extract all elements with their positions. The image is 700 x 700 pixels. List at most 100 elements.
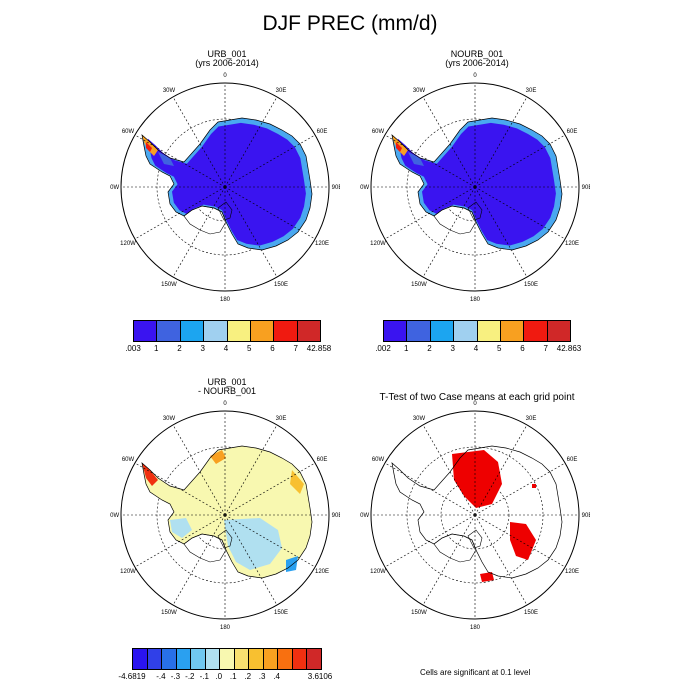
- colorbar-label: .3: [258, 672, 266, 681]
- page-title: DJF PREC (mm/d): [262, 12, 438, 35]
- longitude-label: 90W: [110, 185, 120, 191]
- colorbar-cell: [297, 321, 320, 341]
- colorbar-label: .4: [273, 672, 280, 681]
- colorbar-cell: [220, 649, 235, 669]
- peninsula-mid: [408, 152, 424, 166]
- colorbar-label: -.1: [199, 672, 209, 681]
- longitude-label: 0: [223, 401, 227, 407]
- longitude-label: 90W: [360, 513, 370, 519]
- colorbar-label: .2: [244, 672, 252, 681]
- meridian-line: [384, 462, 476, 516]
- colorbar-label: 4: [223, 344, 229, 353]
- colorbar-label: -.2: [185, 672, 195, 681]
- colorbar-cell: [133, 649, 148, 669]
- longitude-label: 60W: [372, 129, 385, 135]
- colorbar-label: -.4: [156, 672, 166, 681]
- meridian-line: [224, 424, 278, 516]
- longitude-label: 60E: [567, 129, 578, 135]
- meridian-line: [474, 514, 528, 606]
- longitude-label: 60E: [567, 457, 578, 463]
- coastline: [141, 117, 313, 251]
- meridian-line: [172, 514, 226, 606]
- panel2-title: NOURB_001 (yrs 2006-2014): [357, 50, 597, 68]
- longitude-label: 120E: [315, 241, 329, 247]
- diff-negative-coast: [286, 556, 298, 572]
- peninsula-max: [146, 142, 152, 152]
- meridian-line: [224, 186, 316, 240]
- colorbar-cell: [454, 321, 478, 341]
- meridian-line: [224, 134, 316, 188]
- longitude-label: 180: [220, 625, 231, 630]
- colorbar-label: 42.858: [306, 344, 332, 353]
- coastline: [391, 117, 563, 251]
- diff-positive-east: [290, 470, 304, 494]
- colorbar-nourb: [383, 320, 571, 342]
- panel1-title-line2: (yrs 2006-2014): [195, 58, 259, 68]
- longitude-label: 150W: [161, 282, 177, 288]
- meridian-line: [474, 96, 528, 188]
- colorbar-label: 6: [520, 344, 525, 353]
- colorbar-cell: [204, 321, 228, 341]
- colorbar-label: 42.863: [556, 344, 582, 353]
- colorbar-label: 3: [200, 344, 205, 353]
- meridian-line: [474, 462, 566, 516]
- colorbar-label: 6: [270, 344, 275, 353]
- longitude-label: 30W: [413, 88, 426, 94]
- meridian-line: [172, 424, 226, 516]
- colorbar-label: 7: [293, 344, 298, 353]
- coastline: [391, 445, 563, 579]
- colorbar-label: .1: [229, 672, 237, 681]
- meridian-line: [474, 186, 566, 240]
- colorbar-cell: [500, 321, 525, 341]
- colorbar-cell: [547, 321, 570, 341]
- meridian-line: [134, 134, 226, 188]
- ice-shelf-line: [183, 205, 227, 235]
- peninsula-high: [142, 135, 158, 156]
- colorbar-cell: [180, 321, 205, 341]
- colorbar-cell: [249, 649, 264, 669]
- meridian-line: [224, 514, 278, 606]
- colorbar-cell: [157, 321, 181, 341]
- colorbar-cell: [162, 649, 177, 669]
- colorbar-cell: [384, 321, 408, 341]
- longitude-label: 0: [473, 401, 477, 407]
- colorbar-cell: [147, 649, 163, 669]
- meridian-line: [224, 462, 316, 516]
- longitude-label: 150E: [524, 282, 538, 288]
- colorbar-label: 4: [473, 344, 479, 353]
- ice-shelf-line: [433, 533, 477, 563]
- colorbar-cell: [191, 649, 206, 669]
- meridian-line: [422, 514, 476, 606]
- peninsula-high: [392, 135, 408, 156]
- longitude-label: 60W: [122, 457, 135, 463]
- longitude-label: 30E: [276, 416, 287, 422]
- colorbar-cell: [292, 649, 308, 669]
- interior-field: [397, 122, 556, 246]
- colorbar-cell: [205, 649, 221, 669]
- longitude-label: 30E: [276, 88, 287, 94]
- longitude-label: 120E: [565, 241, 579, 247]
- colorbar-urb: [133, 320, 321, 342]
- colorbar-label: 1: [154, 344, 159, 353]
- longitude-label: 150W: [161, 610, 177, 616]
- panel2-title-line2: (yrs 2006-2014): [445, 58, 509, 68]
- diff-negative: [224, 518, 282, 570]
- colorbar-label: 3.6106: [307, 672, 333, 681]
- longitude-label: 120W: [120, 569, 136, 575]
- meridian-line: [474, 186, 528, 278]
- longitude-label: 90E: [582, 513, 590, 519]
- longitude-label: 90E: [332, 513, 340, 519]
- longitude-label: 180: [220, 297, 231, 302]
- colorbar-cell: [227, 321, 251, 341]
- colorbar-cell: [274, 321, 298, 341]
- meridian-line: [134, 462, 226, 516]
- panel4-title: T-Test of two Case means at each grid po…: [327, 392, 627, 403]
- meridian-line: [422, 186, 476, 278]
- colorbar-label: .002: [375, 344, 391, 353]
- longitude-label: 30W: [163, 416, 176, 422]
- meridian-line: [172, 186, 226, 278]
- panel1-title-line1: URB_001: [207, 49, 247, 59]
- colorbar-label: -4.6819: [118, 672, 146, 681]
- meridian-line: [422, 96, 476, 188]
- longitude-label: 150E: [274, 610, 288, 616]
